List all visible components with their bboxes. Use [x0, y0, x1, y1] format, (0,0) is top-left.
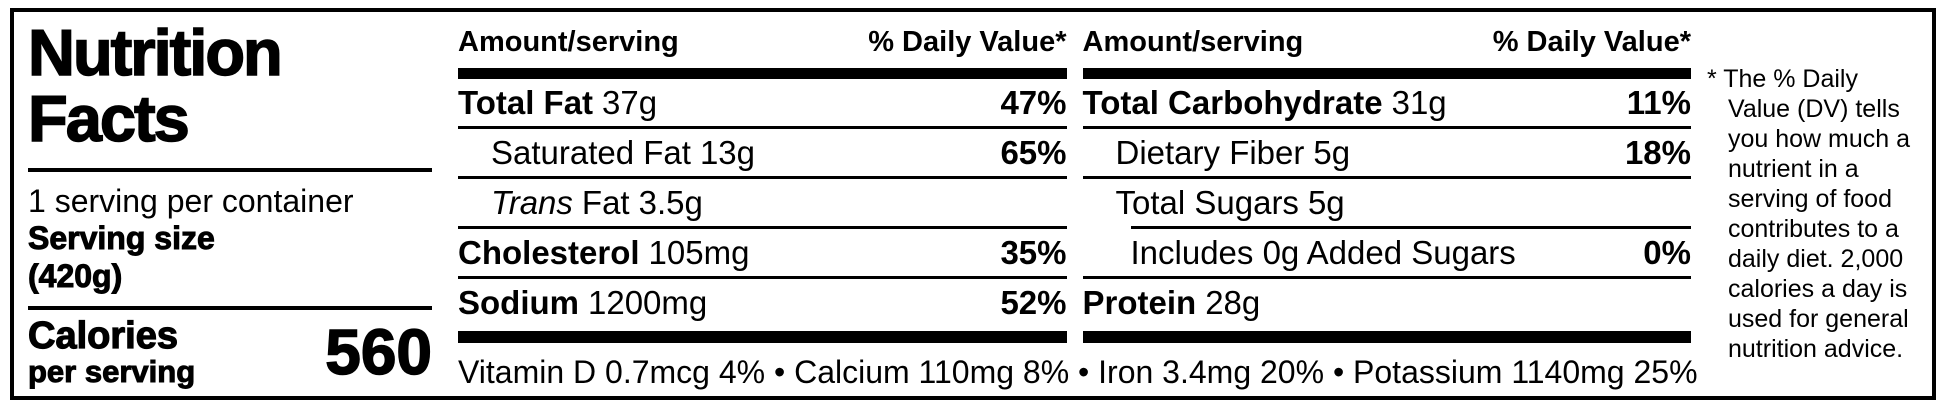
- serving-size-label: Serving size: [28, 220, 216, 257]
- nutrient-amount: 37g: [602, 83, 658, 121]
- nutrient-name: Cholesterol: [458, 233, 640, 271]
- micronutrients-bars: [458, 331, 1691, 343]
- servings-per-container-text: 1 serving per container: [28, 183, 354, 219]
- nutrient-row-added-sugars: Includes 0g Added Sugars 0%: [1083, 229, 1692, 276]
- nutrient-name: Sodium: [458, 283, 579, 321]
- nutrient-amount: 1200mg: [588, 283, 708, 321]
- column-header: Amount/serving % Daily Value*: [458, 26, 1067, 68]
- nutrient-row-saturated-fat: Saturated Fat 13g 65%: [458, 129, 1067, 176]
- nutrient-columns: Amount/serving % Daily Value* Total Fat …: [458, 26, 1691, 326]
- row-separator: [458, 126, 1067, 129]
- calories-label: Calories: [27, 314, 178, 357]
- row-separator: [1082, 176, 1691, 179]
- nutrient-amount: 3.5g: [638, 183, 703, 221]
- serving-size-value: (420g): [28, 258, 123, 295]
- nutrient-name: Total Sugars: [1115, 183, 1299, 221]
- nutrient-row-protein: Protein 28g: [1083, 279, 1692, 326]
- nutrient-row-dietary-fiber: Dietary Fiber 5g 18%: [1083, 129, 1692, 176]
- row-separator-indented: [1130, 226, 1691, 229]
- nutrient-row-cholesterol: Cholesterol 105mg 35%: [458, 229, 1067, 276]
- calories-value: 560: [324, 316, 432, 388]
- daily-value-footnote: * The % Daily Value (DV) tells you how m…: [1707, 65, 1911, 363]
- row-separator: [1082, 276, 1691, 279]
- nutrient-row-total-fat: Total Fat 37g 47%: [458, 79, 1067, 126]
- header-bar: [458, 68, 1067, 79]
- column-header: Amount/serving % Daily Value*: [1083, 26, 1692, 68]
- nutrient-amount: 5g: [1313, 133, 1351, 171]
- nutrient-amount: 28g: [1205, 283, 1261, 321]
- nutrient-amount: 31g: [1391, 83, 1447, 121]
- nutrient-row-sodium: Sodium 1200mg 52%: [458, 279, 1067, 326]
- micronutrients-bar: [458, 331, 1067, 343]
- label-title: Nutrition Facts: [27, 16, 283, 155]
- nutrient-name: Includes 0g Added Sugars: [1130, 233, 1516, 271]
- nutrient-name: Saturated Fat: [491, 133, 691, 171]
- micronutrients-bar: [1082, 331, 1691, 343]
- nutrient-name: Total Carbohydrate: [1082, 83, 1383, 121]
- nutrition-facts-label: Nutrition Facts 1 serving per container …: [10, 8, 1936, 400]
- row-separator: [458, 276, 1067, 279]
- row-separator: [1082, 126, 1691, 129]
- nutrient-name: Fat: [581, 183, 630, 221]
- nutrient-row-total-sugars: Total Sugars 5g: [1083, 179, 1692, 226]
- nutrient-dv: 11%: [1626, 83, 1691, 121]
- nutrient-amount: 5g: [1307, 183, 1345, 221]
- nutrient-panel: Amount/serving % Daily Value* Total Fat …: [458, 20, 1698, 390]
- header-bar: [1082, 68, 1691, 79]
- calories-sublabel: per serving: [27, 353, 196, 389]
- nutrient-column-2: Amount/serving % Daily Value* Total Carb…: [1082, 26, 1692, 326]
- nutrient-dv: 0%: [1643, 233, 1691, 271]
- row-separator: [458, 176, 1067, 179]
- nutrient-dv: 35%: [1000, 233, 1067, 271]
- nutrient-dv: 65%: [1000, 133, 1067, 171]
- divider: [28, 168, 432, 172]
- row-separator: [458, 226, 1067, 229]
- nutrient-dv: 47%: [1000, 83, 1067, 121]
- nutrient-column-1: Amount/serving % Daily Value* Total Fat …: [458, 26, 1067, 326]
- nutrient-name: Dietary Fiber: [1115, 133, 1305, 171]
- nutrient-amount: 105mg: [648, 233, 750, 271]
- nutrient-name: Protein: [1082, 283, 1197, 321]
- amount-serving-header: Amount/serving: [458, 26, 679, 58]
- nutrient-dv: 52%: [1000, 283, 1067, 321]
- amount-serving-header: Amount/serving: [1082, 26, 1304, 58]
- daily-value-header: % Daily Value*: [868, 26, 1067, 58]
- divider: [28, 306, 432, 310]
- nutrient-row-total-carbohydrate: Total Carbohydrate 31g 11%: [1083, 79, 1692, 126]
- nutrient-amount: 13g: [699, 133, 756, 171]
- nutrient-name: Total Fat: [458, 83, 594, 121]
- micronutrients-line: Vitamin D 0.7mcg 4% • Calcium 110mg 8% •…: [458, 354, 1698, 390]
- nutrient-dv: 18%: [1624, 133, 1691, 171]
- footnote-panel: * The % Daily Value (DV) tells you how m…: [1707, 20, 1922, 388]
- left-panel: Nutrition Facts 1 serving per container …: [27, 16, 432, 389]
- daily-value-header: % Daily Value*: [1492, 26, 1691, 58]
- nutrient-row-trans-fat: Trans Fat 3.5g: [458, 179, 1067, 226]
- calories-section: Calories per serving 560: [27, 314, 432, 389]
- calories-labels: Calories per serving: [27, 314, 196, 389]
- nutrient-name-italic: Trans: [491, 183, 573, 221]
